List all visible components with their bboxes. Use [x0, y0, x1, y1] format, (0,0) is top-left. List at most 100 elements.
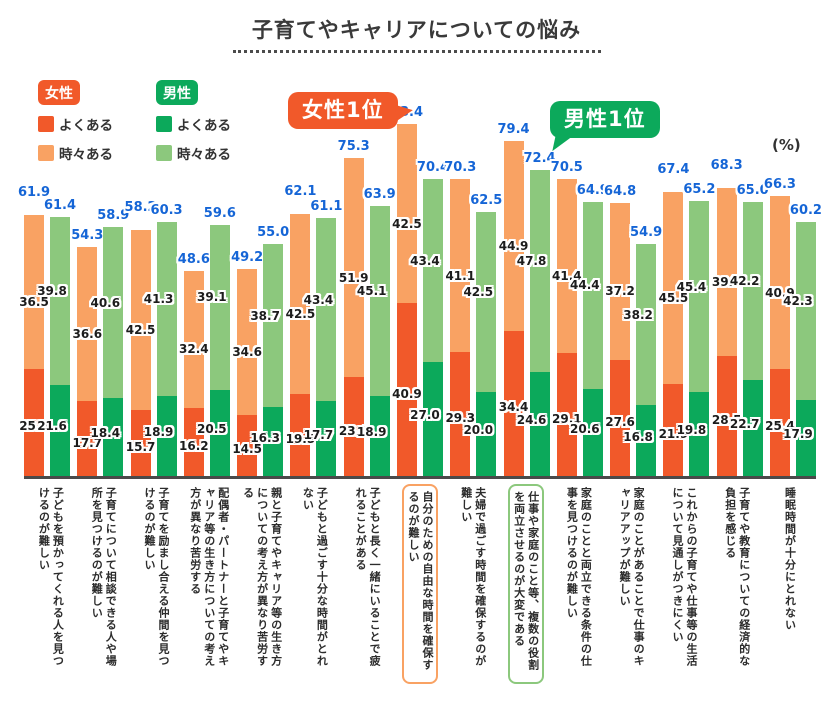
segment-often [130, 409, 151, 476]
total-label-male: 54.9 [630, 224, 663, 240]
value-label-often: 29.3 [445, 411, 476, 426]
segment-sometimes [130, 230, 151, 410]
unit-label: (%) [772, 136, 801, 154]
value-label-often: 17.7 [303, 427, 334, 442]
segment-often [742, 380, 763, 476]
value-label-often: 19.5 [285, 431, 316, 446]
legend-male-badge: 男性 [156, 80, 198, 105]
value-label-sometimes: 42.5 [125, 323, 156, 338]
bar-male [636, 243, 657, 476]
legend: 女性 よくある 時々ある 男性 よくある 時々ある [38, 80, 250, 163]
x-axis-label-cell: 仕事や家庭のこと等、複数の役割を両立させるのが大変である [499, 484, 552, 684]
segment-often [582, 389, 603, 476]
callout-tail-icon [394, 103, 414, 121]
bar-group: 68.3 39.8 28.5 65.0 42.2 22.7 [711, 96, 769, 476]
legend-female-column: 女性 よくある 時々ある [38, 80, 132, 163]
bar-group: 66.3 40.9 25.4 60.2 42.3 17.9 [764, 96, 822, 476]
bar-male [582, 201, 603, 476]
value-label-sometimes: 41.3 [143, 292, 174, 307]
bar-female [663, 191, 684, 476]
value-label-often: 27.0 [410, 408, 440, 423]
value-label-often: 21.6 [37, 419, 67, 434]
segment-sometimes [290, 214, 311, 394]
total-label-male: 60.2 [789, 202, 822, 218]
segment-often [24, 368, 44, 476]
value-label-sometimes: 41.4 [552, 268, 582, 283]
x-axis-label-cell: 家庭のことがあることで仕事のキャリアアップが難しい [605, 487, 658, 684]
bar-female [343, 158, 364, 476]
legend-female-often: よくある [38, 114, 132, 134]
segment-sometimes [343, 158, 364, 378]
segment-often [369, 396, 390, 476]
legend-label: よくある [59, 118, 113, 134]
value-label-often: 17.9 [783, 427, 813, 442]
segment-sometimes [103, 227, 124, 399]
bar-male [103, 227, 124, 476]
segment-often [183, 407, 204, 476]
x-axis-label-cell: 子育てや教育についての経済的な負担を感じる [710, 487, 763, 684]
x-axis-label: 仕事や家庭のこと等、複数の役割を両立させるのが大変である [512, 491, 540, 671]
segment-sometimes [183, 270, 204, 408]
value-label-often: 19.8 [676, 423, 707, 438]
segment-sometimes [24, 214, 44, 369]
value-label-often: 24.6 [516, 413, 547, 428]
segment-sometimes [689, 200, 710, 393]
segment-sometimes [769, 196, 790, 369]
bar-male [742, 202, 763, 476]
bar-group: 58.2 42.5 15.7 60.3 41.3 18.9 [125, 96, 183, 476]
segment-sometimes [396, 124, 417, 304]
value-label-sometimes: 43.4 [410, 253, 440, 268]
x-axis-label-cell: 子育てを励まし合える仲間を見つけるのが難しい [130, 487, 183, 684]
bar-male [263, 243, 284, 476]
segment-often [610, 359, 631, 476]
bar-female [503, 141, 524, 476]
x-axis-label: 家庭のことと両立できる条件の仕事を見つけるのが難しい [565, 487, 593, 667]
bar-female [183, 270, 204, 476]
value-label-often: 16.8 [623, 429, 653, 444]
legend-male-column: 男性 よくある 時々ある [156, 80, 250, 163]
x-axis-label-cell: 睡眠時間が十分にとれない [763, 487, 816, 684]
x-axis-label-cell: 自分のための自由な時間を確保するのが難しい [394, 484, 447, 684]
bar-group: 54.3 36.6 17.7 58.9 40.6 18.4 [71, 96, 129, 476]
legend-label: 時々ある [177, 147, 231, 163]
segment-often [343, 377, 364, 476]
bar-group: 70.3 41.1 29.3 62.5 42.5 20.0 [444, 96, 502, 476]
bar-male [369, 205, 390, 476]
segment-sometimes [450, 178, 471, 353]
segment-often [103, 398, 124, 476]
segment-sometimes [529, 170, 550, 373]
total-label-female: 62.1 [284, 184, 317, 200]
legend-female-sometimes: 時々ある [38, 143, 132, 163]
segment-sometimes [476, 212, 497, 392]
segment-often [663, 383, 684, 476]
x-axis-label: 自分のための自由な時間を確保するのが難しい [406, 491, 434, 671]
x-axis-label: これからの子育てや仕事等の生活について見通しがつきにくい [670, 487, 698, 667]
segment-often [209, 389, 230, 476]
segment-sometimes [209, 224, 230, 390]
segment-sometimes [422, 178, 443, 363]
segment-often [263, 407, 284, 476]
x-axis-label: 睡眠時間が十分にとれない [783, 487, 797, 631]
segment-often [156, 396, 177, 476]
value-label-often: 20.6 [570, 421, 600, 436]
value-label-often: 25.4 [19, 419, 49, 434]
total-label-female: 49.2 [231, 249, 264, 265]
total-label-male: 64.9 [576, 182, 609, 198]
total-label-female: 70.5 [550, 159, 583, 175]
total-label-male: 70.4 [416, 159, 450, 175]
segment-often [636, 405, 657, 476]
segment-often [556, 353, 577, 476]
total-label-female: 66.3 [763, 177, 796, 193]
bar-male [50, 216, 70, 476]
value-label-often: 16.2 [179, 438, 209, 453]
bar-group: 67.4 45.5 21.9 65.2 45.4 19.8 [657, 96, 715, 476]
callout-female-text: 女性1位 [302, 98, 384, 122]
legend-label: 時々ある [59, 147, 113, 163]
segment-often [769, 368, 790, 476]
value-label-often: 18.9 [356, 425, 387, 440]
value-label-sometimes: 36.6 [72, 327, 103, 342]
female-sometimes-swatch-icon [38, 145, 54, 161]
segment-often [396, 303, 417, 476]
bar-group: 48.6 32.4 16.2 59.6 39.1 20.5 [178, 96, 236, 476]
value-label-sometimes: 38.7 [250, 308, 280, 323]
